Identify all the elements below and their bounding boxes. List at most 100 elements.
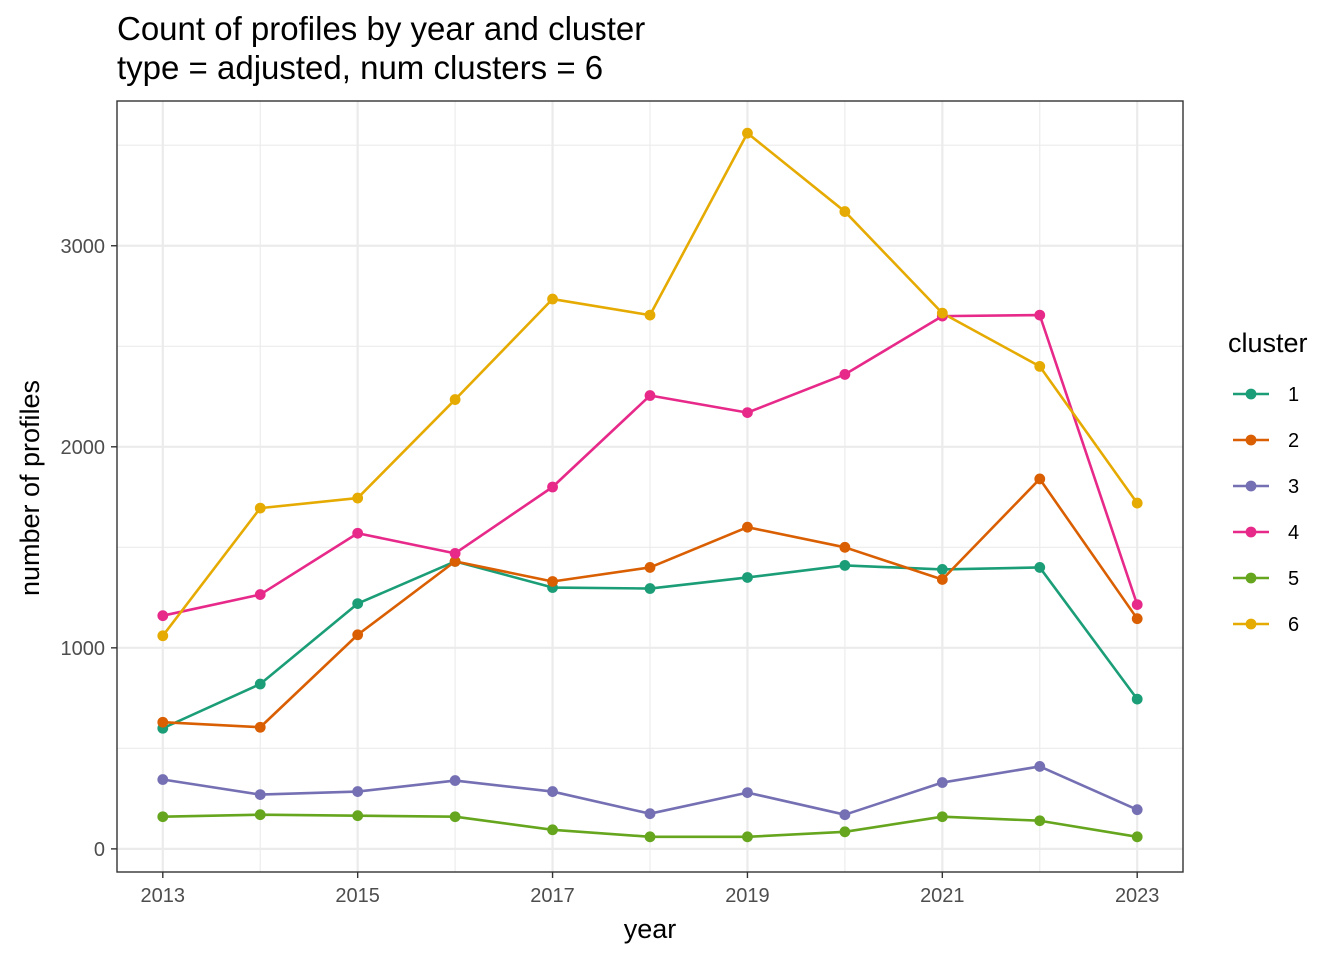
data-point-cluster-2-2014: [254, 721, 266, 733]
legend-title: cluster: [1228, 328, 1308, 358]
legend-label: 4: [1288, 522, 1299, 544]
data-point-cluster-5-2022: [1034, 815, 1046, 827]
legend: cluster 1 2 3 4 5 6: [1228, 328, 1308, 636]
data-point-cluster-2-2013: [157, 716, 169, 728]
legend-key-point: [1245, 572, 1257, 584]
y-tick-label: 3000: [61, 236, 106, 258]
data-point-cluster-6-2016: [449, 394, 461, 405]
legend-label: 6: [1288, 614, 1299, 636]
gridlines: [117, 101, 1183, 872]
data-point-cluster-5-2017: [547, 824, 558, 836]
data-point-cluster-5-2013: [157, 811, 169, 823]
y-tick-label: 0: [94, 839, 105, 861]
x-tick-label: 2021: [920, 885, 965, 907]
legend-key-point: [1245, 618, 1257, 630]
y-tick-label: 2000: [61, 437, 106, 459]
x-tick-label: 2023: [1115, 885, 1160, 907]
data-point-cluster-1-2019: [742, 572, 753, 583]
legend-key-point: [1245, 388, 1257, 400]
data-point-cluster-4-2015: [352, 527, 364, 539]
data-point-cluster-2-2022: [1034, 473, 1046, 485]
data-point-cluster-2-2015: [352, 629, 364, 641]
data-point-cluster-1-2014: [254, 678, 266, 690]
x-tick-label: 2015: [335, 885, 380, 907]
data-point-cluster-3-2013: [157, 774, 169, 785]
data-point-cluster-6-2022: [1034, 360, 1046, 372]
data-point-cluster-4-2022: [1034, 309, 1046, 321]
data-point-cluster-5-2021: [936, 811, 948, 823]
data-point-cluster-5-2020: [839, 826, 851, 838]
data-point-cluster-3-2016: [449, 775, 461, 786]
data-point-cluster-2-2019: [742, 521, 753, 533]
data-point-cluster-4-2020: [839, 369, 851, 380]
data-point-cluster-2-2020: [839, 541, 851, 553]
data-point-cluster-5-2014: [254, 809, 266, 821]
legend-label: 2: [1288, 430, 1299, 452]
data-point-cluster-5-2015: [352, 810, 364, 822]
legend-item-cluster-4: 4: [1233, 522, 1299, 544]
data-point-cluster-4-2016: [449, 547, 461, 559]
data-point-cluster-4-2023: [1131, 599, 1143, 611]
data-point-cluster-4-2013: [157, 610, 169, 622]
x-tick-label: 2017: [530, 885, 575, 907]
legend-key-point: [1245, 434, 1257, 446]
data-point-cluster-6-2019: [742, 127, 753, 139]
y-axis: 0 1000 2000 3000: [61, 236, 117, 861]
legend-item-cluster-5: 5: [1233, 568, 1299, 590]
data-point-cluster-6-2023: [1131, 497, 1143, 509]
data-point-cluster-3-2014: [254, 789, 266, 800]
x-axis: 2013 2015 2017 2019 2021 2023: [141, 872, 1160, 907]
data-point-cluster-3-2015: [352, 786, 364, 797]
chart-title: Count of profiles by year and cluster: [117, 10, 645, 47]
data-point-cluster-5-2019: [742, 831, 753, 843]
data-point-cluster-5-2023: [1131, 831, 1143, 843]
data-point-cluster-6-2017: [547, 293, 558, 305]
data-point-cluster-4-2014: [254, 589, 266, 600]
y-tick-label: 1000: [61, 638, 106, 660]
data-point-cluster-3-2018: [644, 808, 656, 820]
data-point-cluster-3-2021: [936, 777, 948, 788]
legend-key-point: [1245, 480, 1257, 492]
legend-key-point: [1245, 526, 1257, 538]
data-point-cluster-3-2020: [839, 809, 851, 821]
data-point-cluster-1-2021: [936, 564, 948, 575]
legend-label: 3: [1288, 476, 1299, 498]
data-point-cluster-4-2017: [547, 481, 558, 493]
data-point-cluster-2-2018: [644, 562, 656, 573]
data-point-cluster-1-2015: [352, 598, 364, 610]
data-point-cluster-4-2018: [644, 390, 656, 401]
data-point-cluster-1-2022: [1034, 562, 1046, 573]
legend-item-cluster-1: 1: [1233, 384, 1299, 406]
data-point-cluster-2-2023: [1131, 613, 1143, 625]
x-tick-label: 2019: [725, 885, 770, 907]
data-point-cluster-3-2019: [742, 787, 753, 798]
data-point-cluster-4-2019: [742, 407, 753, 419]
x-axis-title: year: [624, 914, 677, 944]
data-point-cluster-6-2018: [644, 309, 656, 321]
data-point-cluster-3-2017: [547, 786, 558, 797]
legend-item-cluster-3: 3: [1233, 476, 1299, 498]
data-point-cluster-1-2018: [644, 583, 656, 594]
data-point-cluster-1-2020: [839, 560, 851, 571]
data-point-cluster-6-2014: [254, 502, 266, 514]
data-point-cluster-6-2020: [839, 206, 851, 217]
legend-item-cluster-2: 2: [1233, 430, 1299, 452]
legend-label: 5: [1288, 568, 1299, 590]
x-tick-label: 2013: [141, 885, 186, 907]
data-point-cluster-5-2016: [449, 811, 461, 823]
data-point-cluster-2-2021: [936, 574, 948, 585]
legend-label: 1: [1288, 384, 1299, 406]
data-point-cluster-2-2016: [449, 555, 461, 567]
data-point-cluster-1-2023: [1131, 693, 1143, 705]
plot-panel-border: [116, 100, 1184, 873]
series-points: [157, 127, 1143, 843]
legend-item-cluster-6: 6: [1233, 614, 1299, 636]
data-point-cluster-6-2015: [352, 492, 364, 504]
data-point-cluster-5-2018: [644, 831, 656, 843]
data-point-cluster-3-2022: [1034, 761, 1046, 772]
chart-subtitle: type = adjusted, num clusters = 6: [117, 49, 603, 86]
data-point-cluster-6-2013: [157, 630, 169, 642]
y-axis-title: number of profiles: [15, 380, 45, 596]
data-point-cluster-6-2021: [936, 307, 948, 319]
